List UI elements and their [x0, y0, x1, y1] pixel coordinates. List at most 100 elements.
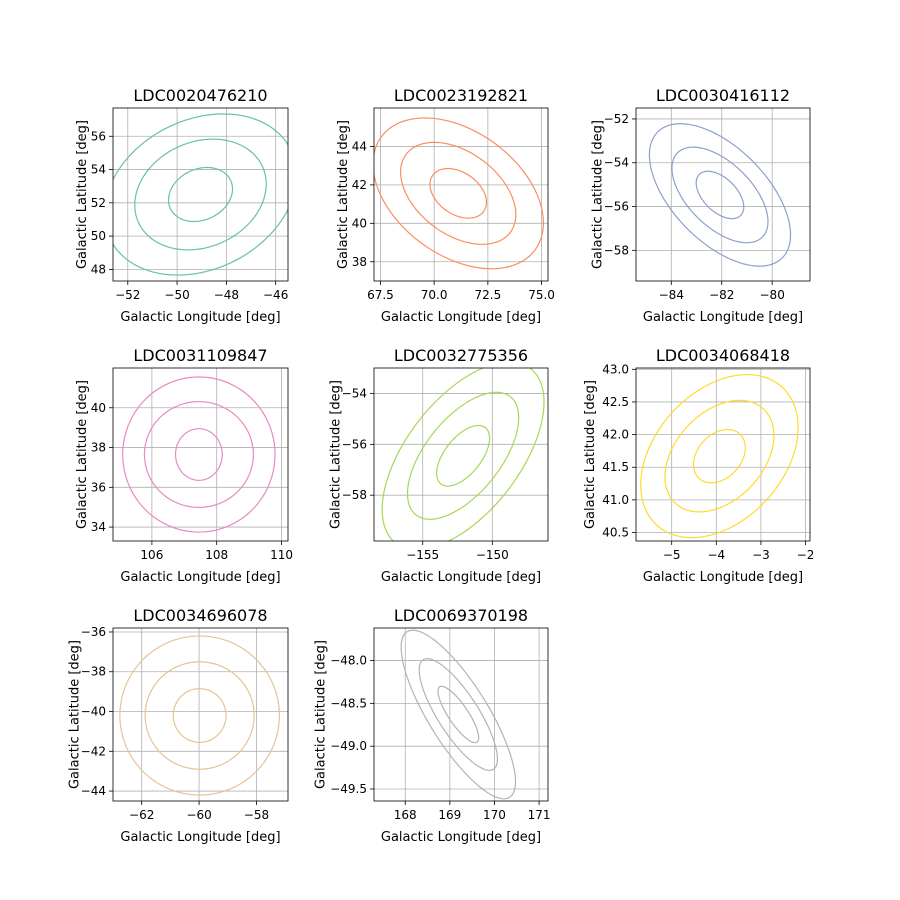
contour-level-3 [400, 629, 517, 800]
y-axis-label: Galactic Latitude [deg] [68, 640, 83, 789]
y-tick-label: −52 [604, 112, 629, 126]
contour-level-1 [437, 685, 480, 744]
x-axis-label: Galactic Longitude [deg] [120, 310, 280, 325]
x-axis-label: Galactic Longitude [deg] [643, 570, 803, 585]
y-tick-label: 52 [91, 196, 106, 210]
x-tick-label: 106 [140, 548, 163, 562]
x-tick-label: 171 [528, 808, 551, 822]
subplot-8: 168 169 170 171 −49.5 −49.0 −48.5 −48.0 LDC00693… [314, 606, 551, 845]
y-tick-label: 48 [91, 262, 106, 276]
x-axis-label: Galactic Longitude [deg] [643, 310, 803, 325]
axes-frame [635, 367, 811, 542]
x-tick-label: −4 [707, 548, 725, 562]
y-tick-label: 40.5 [602, 526, 629, 540]
grid [636, 108, 810, 281]
y-tick-label: −42 [81, 744, 106, 758]
x-tick-label: −58 [244, 808, 269, 822]
x-tick-label: 170 [483, 808, 506, 822]
y-tick-label: −44 [81, 784, 106, 798]
contour-level-1 [436, 424, 491, 487]
contours [119, 635, 280, 796]
x-tick-label: 67.5 [367, 288, 394, 302]
y-tick-label: 42.5 [602, 395, 629, 409]
contour-level-3 [113, 113, 288, 276]
y-tick-label: −54 [342, 386, 367, 400]
axes-frame [112, 627, 289, 802]
axes-frame [373, 367, 549, 542]
y-tick-label: −40 [81, 705, 106, 719]
contour-level-1 [695, 170, 745, 220]
y-axis-label: Galactic Latitude [deg] [591, 120, 606, 269]
x-axis-label: Galactic Longitude [deg] [381, 310, 541, 325]
x-tick-label: −3 [752, 548, 770, 562]
y-tick-label: 41.0 [602, 493, 629, 507]
y-axis-label: Galactic Latitude [deg] [75, 120, 90, 269]
subplot-title: LDC0023192821 [394, 86, 528, 105]
y-tick-label: 54 [91, 163, 106, 177]
subplot-title: LDC0020476210 [133, 86, 267, 105]
x-tick-label: 168 [394, 808, 417, 822]
contour-level-2 [671, 146, 769, 244]
x-tick-label: 169 [438, 808, 461, 822]
contour-level-2 [664, 399, 775, 513]
y-tick-label: 42.0 [602, 428, 629, 442]
x-axis-label: Galactic Longitude [deg] [381, 570, 541, 585]
y-tick-label: −36 [81, 625, 106, 639]
contour-level-3 [640, 374, 799, 539]
contour-level-1 [172, 688, 227, 743]
y-axis-label: Galactic Latitude [deg] [75, 380, 90, 529]
y-axis-label: Galactic Latitude [deg] [329, 380, 344, 529]
contour-level-3 [119, 635, 280, 796]
axes-frame [373, 627, 549, 802]
subplot-7: −62 −60 −58 −44 −42 −40 −38 −36 LDC0034696078 Gal… [68, 606, 289, 845]
contours [381, 368, 545, 541]
contour-level-2 [134, 138, 267, 251]
x-tick-label: −62 [129, 808, 154, 822]
x-tick-label: −150 [476, 548, 509, 562]
x-tick-label: −80 [760, 288, 785, 302]
subplot-title: LDC0034068418 [656, 346, 790, 365]
x-tick-label: −46 [263, 288, 288, 302]
contour-level-2 [399, 141, 517, 245]
y-tick-label: 50 [91, 229, 106, 243]
y-tick-label: 40 [352, 216, 367, 230]
x-axis-label: Galactic Longitude [deg] [381, 830, 541, 845]
contours [374, 117, 545, 270]
y-axis-label: Galactic Latitude [deg] [314, 640, 329, 789]
axes-frame [112, 367, 289, 542]
subplot-title: LDC0069370198 [394, 606, 528, 625]
contour-level-3 [381, 368, 545, 541]
x-tick-label: 70.0 [421, 288, 448, 302]
y-tick-label: 44 [352, 139, 367, 153]
y-tick-label: −56 [604, 200, 629, 214]
contours [400, 629, 517, 800]
subplot-1: −52 −50 −48 −46 48 50 52 54 56 LDC0020476210 Galac… [75, 86, 289, 325]
y-tick-label: −58 [342, 488, 367, 502]
y-tick-label: 36 [91, 480, 106, 494]
grid [374, 368, 548, 541]
x-axis-label: Galactic Longitude [deg] [120, 830, 280, 845]
y-axis-label: Galactic Latitude [deg] [336, 120, 351, 269]
y-tick-label: 38 [91, 441, 106, 455]
x-tick-label: 108 [205, 548, 228, 562]
x-tick-label: −155 [406, 548, 439, 562]
y-tick-label: 42 [352, 178, 367, 192]
y-tick-label: −48.0 [330, 654, 367, 668]
x-tick-label: 110 [270, 548, 293, 562]
y-tick-label: 34 [91, 520, 106, 534]
y-axis-label: Galactic Latitude [deg] [583, 380, 598, 529]
y-tick-label: 38 [352, 255, 367, 269]
x-tick-label: −2 [797, 548, 815, 562]
x-tick-label: 72.5 [474, 288, 501, 302]
contours [113, 113, 288, 276]
contour-level-2 [418, 658, 499, 771]
contour-level-3 [122, 376, 276, 533]
subplot-title: LDC0030416112 [656, 86, 790, 105]
y-tick-label: −49.5 [330, 782, 367, 796]
contours [640, 374, 799, 539]
y-tick-label: −56 [342, 437, 367, 451]
y-tick-label: 56 [91, 129, 106, 143]
x-axis-label: Galactic Longitude [deg] [120, 570, 280, 585]
subplot-title: LDC0034696078 [133, 606, 267, 625]
